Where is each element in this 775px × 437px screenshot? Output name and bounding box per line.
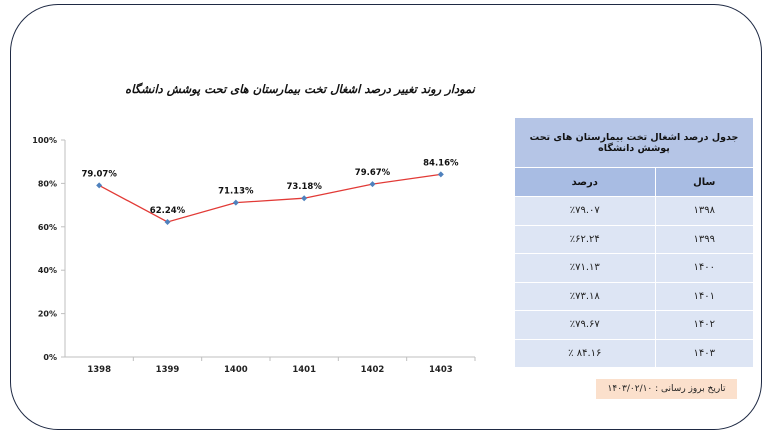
update-date-note: تاریخ بروز رسانی : ۱۴۰۳/۰۲/۱۰ (596, 379, 737, 399)
cell-percent: ٪۷۹.۶۷ (514, 310, 656, 340)
data-point (232, 199, 239, 206)
table-row: ۱۴۰۰ ٪۷۱.۱۳ (514, 253, 755, 283)
cell-year: ۱۳۹۹ (654, 224, 755, 254)
occupancy-table: جدول درصد اشغال تخت بیمارستان های تحت پو… (514, 117, 755, 368)
table-header-row: سال درصد (514, 167, 755, 197)
cell-year: ۱۴۰۰ (654, 253, 755, 283)
table-row: ۱۳۹۸ ٪۷۹.۰۷ (514, 196, 755, 226)
cell-year: ۱۴۰۳ (654, 338, 755, 368)
series-line (98, 173, 441, 223)
data-label: 62.24% (150, 206, 186, 216)
y-tick-label: 80% (38, 179, 57, 188)
x-tick-label: 1402 (361, 365, 385, 375)
x-tick-label: 1403 (429, 365, 453, 375)
y-tick-label: 100% (32, 136, 57, 145)
y-tick-label: 60% (38, 223, 57, 232)
data-label: 73.18% (286, 182, 322, 192)
cell-year: ۱۳۹۸ (654, 196, 755, 226)
cell-percent: ٪۷۱.۱۳ (514, 253, 656, 283)
data-point (437, 171, 444, 178)
cell-percent: ٪ ۸۴.۱۶ (514, 338, 656, 368)
x-tick-label: 1398 (87, 365, 111, 375)
data-point (301, 195, 308, 202)
cell-year: ۱۴۰۱ (654, 281, 755, 311)
column-header-year: سال (654, 167, 755, 197)
y-tick-label: 40% (38, 266, 57, 275)
table-row: ۱۴۰۱ ٪۷۳.۱۸ (514, 281, 755, 311)
column-header-percent: درصد (514, 167, 656, 197)
y-tick-label: 20% (38, 310, 57, 319)
data-label: 79.67% (355, 168, 391, 178)
data-point (369, 181, 376, 188)
table-row: ۱۴۰۳ ٪ ۸۴.۱۶ (514, 338, 755, 368)
data-point (164, 218, 171, 225)
cell-percent: ٪۷۹.۰۷ (514, 196, 656, 226)
table-row: ۱۴۰۲ ٪۷۹.۶۷ (514, 310, 755, 340)
x-tick-label: 1400 (224, 365, 248, 375)
y-tick-label: 0% (43, 353, 57, 362)
cell-percent: ٪۶۲.۲۴ (514, 224, 656, 254)
data-point (96, 182, 103, 189)
table-row: ۱۳۹۹ ٪۶۲.۲۴ (514, 224, 755, 254)
x-tick-label: 1399 (156, 365, 180, 375)
data-label: 84.16% (423, 158, 459, 168)
data-label: 71.13% (218, 187, 254, 197)
x-tick-label: 1401 (292, 365, 316, 375)
chart-title: نمودار روند تغییر درصد اشغال تخت بیمارست… (125, 82, 475, 96)
cell-year: ۱۴۰۲ (654, 310, 755, 340)
data-label: 79.07% (81, 169, 117, 179)
table-title: جدول درصد اشغال تخت بیمارستان های تحت پو… (514, 117, 754, 168)
table-title-row: جدول درصد اشغال تخت بیمارستان های تحت پو… (514, 117, 754, 168)
cell-percent: ٪۷۳.۱۸ (514, 281, 656, 311)
